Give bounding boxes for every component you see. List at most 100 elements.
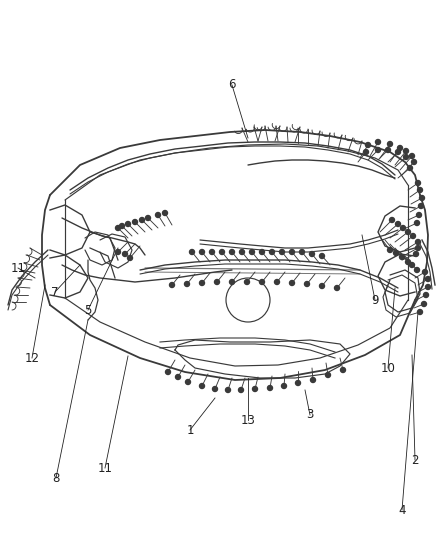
Circle shape	[414, 221, 420, 225]
Circle shape	[190, 249, 194, 254]
Circle shape	[240, 249, 244, 254]
Circle shape	[416, 181, 420, 185]
Text: 6: 6	[228, 78, 236, 92]
Circle shape	[162, 211, 167, 215]
Text: 11: 11	[11, 262, 25, 274]
Circle shape	[282, 384, 286, 389]
Circle shape	[413, 252, 418, 256]
Text: 8: 8	[52, 472, 60, 484]
Text: 11: 11	[98, 462, 113, 474]
Circle shape	[290, 280, 294, 286]
Circle shape	[296, 381, 300, 385]
Circle shape	[421, 302, 427, 306]
Circle shape	[393, 251, 399, 255]
Circle shape	[252, 386, 258, 392]
Circle shape	[325, 373, 331, 377]
Circle shape	[290, 249, 294, 254]
Circle shape	[176, 375, 180, 379]
Text: 5: 5	[84, 303, 92, 317]
Circle shape	[396, 222, 400, 227]
Circle shape	[375, 140, 381, 144]
Circle shape	[239, 387, 244, 392]
Circle shape	[268, 385, 272, 391]
Text: 3: 3	[306, 408, 314, 422]
Circle shape	[199, 280, 205, 286]
Circle shape	[319, 284, 325, 288]
Circle shape	[406, 260, 410, 264]
Circle shape	[145, 215, 151, 221]
Circle shape	[155, 213, 160, 217]
Circle shape	[416, 239, 420, 245]
Circle shape	[133, 220, 138, 224]
Circle shape	[416, 246, 420, 251]
Circle shape	[420, 196, 424, 200]
Circle shape	[230, 279, 234, 285]
Circle shape	[425, 277, 431, 281]
Circle shape	[311, 377, 315, 383]
Circle shape	[244, 279, 250, 285]
Circle shape	[414, 268, 420, 272]
Circle shape	[417, 188, 423, 192]
Circle shape	[166, 369, 170, 375]
Circle shape	[398, 146, 403, 150]
Circle shape	[403, 149, 409, 154]
Circle shape	[139, 217, 145, 222]
Circle shape	[407, 166, 413, 171]
Circle shape	[418, 204, 424, 208]
Circle shape	[385, 148, 391, 152]
Circle shape	[127, 255, 133, 261]
Circle shape	[259, 279, 265, 285]
Circle shape	[209, 249, 215, 254]
Circle shape	[310, 252, 314, 256]
Text: 13: 13	[240, 414, 255, 426]
Circle shape	[410, 154, 414, 158]
Circle shape	[417, 213, 421, 217]
Circle shape	[116, 249, 120, 254]
Circle shape	[123, 252, 127, 256]
Circle shape	[319, 254, 325, 259]
Circle shape	[300, 249, 304, 254]
Circle shape	[365, 142, 371, 148]
Text: 9: 9	[371, 294, 379, 306]
Circle shape	[219, 249, 225, 254]
Circle shape	[417, 310, 423, 314]
Circle shape	[411, 159, 417, 165]
Text: 7: 7	[51, 286, 59, 298]
Circle shape	[406, 230, 410, 235]
Circle shape	[279, 249, 285, 254]
Circle shape	[226, 387, 230, 392]
Circle shape	[364, 149, 368, 155]
Circle shape	[120, 223, 124, 229]
Circle shape	[212, 386, 218, 392]
Circle shape	[388, 141, 392, 147]
Circle shape	[304, 281, 310, 287]
Circle shape	[340, 367, 346, 373]
Circle shape	[116, 225, 120, 230]
Circle shape	[400, 225, 406, 230]
Circle shape	[375, 148, 381, 152]
Circle shape	[396, 149, 400, 155]
Circle shape	[410, 262, 414, 268]
Text: 4: 4	[398, 504, 406, 516]
Circle shape	[269, 249, 275, 254]
Circle shape	[388, 247, 392, 253]
Circle shape	[425, 285, 431, 289]
Circle shape	[399, 254, 405, 260]
Circle shape	[275, 279, 279, 285]
Circle shape	[403, 155, 409, 159]
Circle shape	[199, 384, 205, 389]
Circle shape	[259, 249, 265, 254]
Circle shape	[250, 249, 254, 254]
Circle shape	[424, 293, 428, 297]
Circle shape	[230, 249, 234, 254]
Circle shape	[199, 249, 205, 254]
Circle shape	[335, 286, 339, 290]
Circle shape	[126, 222, 131, 227]
Circle shape	[186, 379, 191, 384]
Circle shape	[410, 233, 416, 238]
Text: 1: 1	[186, 424, 194, 437]
Text: 2: 2	[411, 454, 419, 466]
Circle shape	[423, 270, 427, 274]
Text: 12: 12	[25, 351, 39, 365]
Circle shape	[389, 217, 395, 222]
